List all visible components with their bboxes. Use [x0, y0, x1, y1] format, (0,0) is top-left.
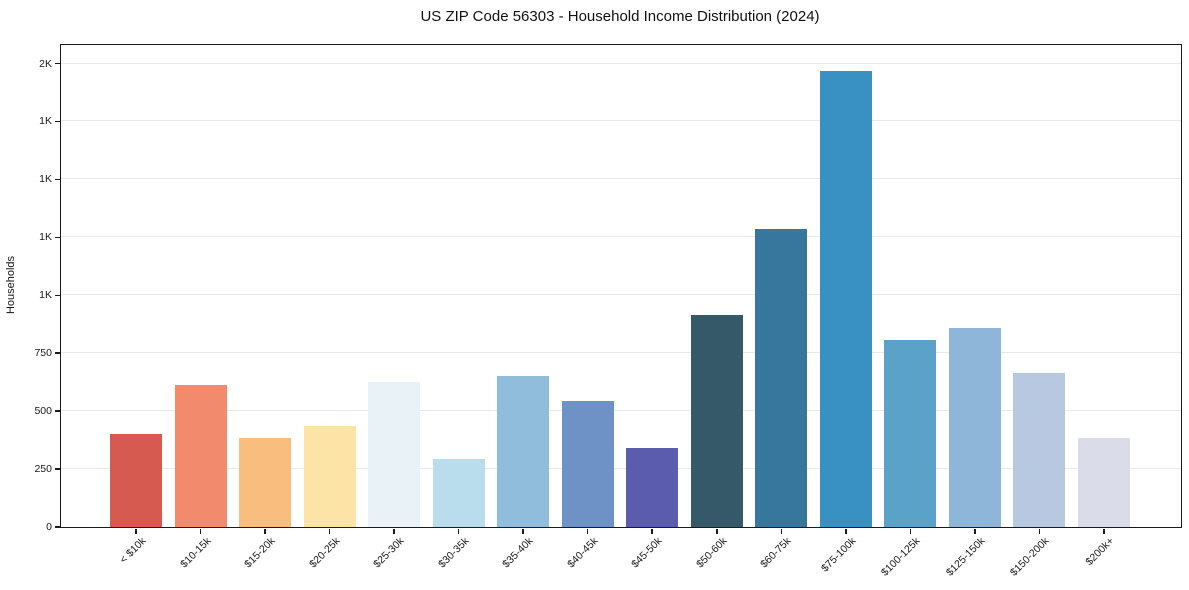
x-tick-mark [522, 528, 524, 534]
y-tick-mark [54, 120, 60, 123]
y-tick-label: 500 [34, 405, 52, 418]
gridline [61, 294, 1181, 296]
bar-$60-75k [755, 229, 808, 527]
x-tick-label: < $10k [117, 535, 149, 566]
y-tick-label: 1K [39, 173, 52, 186]
x-tick-label: $75-100k [818, 535, 859, 575]
x-tick-label: $25-30k [371, 535, 407, 571]
plot-area: 0 250 500 750 1K 1K 1K 1K 2K < $10k $10-15k $15-20k… [34, 44, 1182, 579]
bar-$75-100k [819, 70, 872, 527]
bar-$200k+ [1077, 437, 1130, 527]
x-tick-mark [199, 528, 202, 534]
bar-$50-60k [690, 314, 743, 527]
y-tick-mark [54, 62, 60, 65]
x-tick-mark [457, 528, 460, 534]
y-tick-mark [54, 294, 60, 297]
x-tick-mark [264, 528, 266, 534]
gridline [61, 468, 1181, 470]
x-tick-label: $200k+ [1083, 535, 1117, 569]
x-tick-mark [974, 528, 976, 534]
gridline [61, 120, 1181, 122]
y-axis-label: Households [5, 255, 17, 315]
x-tick-label: $45-50k [629, 535, 665, 571]
bar-< $10k [110, 434, 162, 527]
x-tick-label: $10-15k [177, 535, 214, 571]
y-tick-label: 1K [39, 231, 52, 244]
y-tick-mark [54, 178, 60, 181]
bar-$125-150k [948, 327, 1001, 527]
bar-$100-125k [884, 340, 937, 527]
x-tick-mark [328, 528, 331, 534]
chart-title: US ZIP Code 56303 - Household Income Dis… [420, 8, 820, 25]
y-tick-label: 2K [39, 57, 52, 70]
gridline [61, 352, 1181, 354]
x-tick-mark [845, 528, 847, 534]
x-tick-label: $35-40k [500, 535, 536, 571]
x-tick-mark [780, 528, 783, 534]
x-tick-mark [1103, 528, 1105, 534]
x-tick-label: $150-200k [1008, 535, 1052, 579]
x-tick-label: $30-35k [435, 535, 472, 571]
x-tick-mark [393, 528, 395, 534]
y-tick-label: 1K [39, 289, 52, 302]
x-tick-mark [651, 528, 653, 534]
x-tick-mark [586, 528, 589, 534]
x-tick-label: $40-45k [564, 535, 601, 571]
bar-$150-200k [1013, 372, 1066, 527]
bar-$35-40k [497, 376, 550, 527]
x-tick-label: $125-150k [943, 535, 988, 579]
y-tick-mark [54, 352, 60, 354]
x-tick-label: $60-75k [758, 535, 794, 571]
x-tick-mark [135, 528, 137, 534]
x-tick-label: $15-20k [242, 535, 278, 571]
y-tick-label: 1K [39, 115, 52, 128]
y-tick-label: 750 [34, 347, 52, 360]
bar-$30-35k [432, 458, 485, 527]
y-tick-label: 250 [34, 463, 52, 476]
y-tick-label: 0 [46, 521, 52, 533]
bar-$10-15k [174, 384, 227, 527]
x-tick-label: $100-125k [879, 535, 923, 579]
bar-$20-25k [303, 426, 356, 527]
gridline [61, 62, 1181, 64]
bar-$45-50k [626, 448, 679, 527]
y-tick-mark [54, 526, 60, 528]
gridline [61, 178, 1181, 180]
bar-$25-30k [368, 382, 421, 527]
y-tick-mark [54, 468, 60, 470]
gridline [61, 410, 1181, 412]
y-tick-mark [54, 410, 60, 412]
x-tick-mark [909, 528, 912, 534]
bar-$15-20k [239, 437, 292, 527]
x-tick-label: $20-25k [306, 535, 343, 571]
bar-$40-45k [561, 400, 614, 527]
x-tick-label: $50-60k [693, 535, 730, 571]
y-tick-mark [54, 236, 60, 239]
x-tick-mark [1038, 528, 1041, 534]
x-tick-mark [716, 528, 718, 534]
gridline [61, 236, 1181, 238]
